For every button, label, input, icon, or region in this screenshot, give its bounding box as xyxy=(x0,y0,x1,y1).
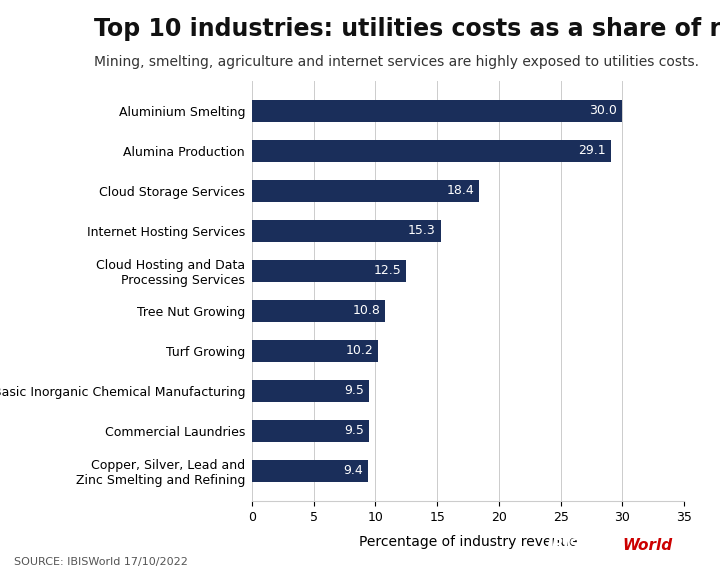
Text: IBIS: IBIS xyxy=(546,538,580,553)
Text: Mining, smelting, agriculture and internet services are highly exposed to utilit: Mining, smelting, agriculture and intern… xyxy=(94,55,698,69)
Text: 9.5: 9.5 xyxy=(344,384,364,397)
Bar xyxy=(252,260,406,282)
Text: 9.5: 9.5 xyxy=(344,425,364,438)
Bar xyxy=(252,180,479,202)
Text: 9.4: 9.4 xyxy=(343,464,363,478)
Bar xyxy=(252,340,378,362)
Bar xyxy=(252,420,369,442)
Text: SOURCE: IBISWorld 17/10/2022: SOURCE: IBISWorld 17/10/2022 xyxy=(14,558,188,567)
Text: World: World xyxy=(623,538,672,553)
Text: 10.8: 10.8 xyxy=(353,304,380,317)
Text: 30.0: 30.0 xyxy=(590,104,617,118)
Bar xyxy=(252,300,385,322)
Text: 29.1: 29.1 xyxy=(579,144,606,157)
Bar xyxy=(252,100,622,122)
Bar xyxy=(252,140,611,162)
Text: WHERE KNOWLEDGE IS POWER: WHERE KNOWLEDGE IS POWER xyxy=(546,560,645,566)
Text: 18.4: 18.4 xyxy=(446,184,474,198)
Bar xyxy=(252,460,368,482)
X-axis label: Percentage of industry revenue: Percentage of industry revenue xyxy=(359,535,577,549)
Text: 12.5: 12.5 xyxy=(374,264,401,278)
Text: Top 10 industries: utilities costs as a share of revenue: Top 10 industries: utilities costs as a … xyxy=(94,17,720,41)
Text: 15.3: 15.3 xyxy=(408,224,436,237)
Bar xyxy=(252,380,369,402)
Bar xyxy=(252,220,441,242)
Text: 10.2: 10.2 xyxy=(345,344,373,358)
